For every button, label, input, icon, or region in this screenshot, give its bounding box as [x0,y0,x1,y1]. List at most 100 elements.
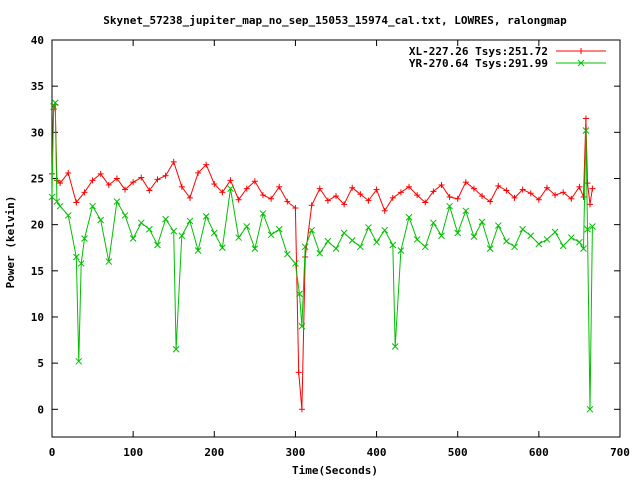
data-point-2 [519,225,526,233]
data-point-1 [580,193,587,200]
x-tick-label: 500 [448,446,468,459]
data-point-2 [51,99,59,107]
data-point-1 [552,192,559,199]
data-point-2 [413,236,421,243]
data-point-1 [535,196,542,203]
data-point-1 [170,158,177,165]
data-point-1 [211,181,218,188]
data-point-1 [203,161,210,168]
data-point-1 [138,174,145,181]
data-point-1 [65,169,72,176]
data-point-2 [292,260,299,267]
data-point-1 [97,170,104,177]
data-point-2 [251,245,259,253]
data-point-2 [494,222,502,229]
data-point-1 [406,183,413,190]
data-point-2 [340,229,348,237]
x-tick-label: 0 [49,446,56,459]
data-point-1 [89,177,96,184]
chart-title: Skynet_57238_jupiter_map_no_sep_15053_15… [103,14,567,27]
x-tick-label: 700 [610,446,630,459]
data-point-1 [186,194,193,201]
data-point-1 [284,198,291,205]
data-point-1 [162,172,169,179]
y-tick-label: 30 [31,126,44,139]
data-point-1 [105,181,112,188]
y-tick-label: 10 [31,311,44,324]
data-point-1 [113,175,120,182]
data-point-1 [527,190,534,197]
data-point-1 [446,193,453,200]
data-point-2 [275,225,283,233]
legend-marker-2 [577,59,585,67]
data-point-2 [389,241,397,249]
data-point-1 [154,176,161,183]
data-point-1 [349,184,356,191]
data-point-1 [470,185,477,192]
data-point-2 [397,247,405,254]
data-point-2 [77,260,85,267]
data-point-1 [251,178,258,185]
x-tick-label: 400 [367,446,387,459]
y-axis-label: Power (kelvin) [4,196,17,289]
data-point-2 [178,232,186,240]
data-point-1 [333,193,339,200]
data-point-2 [589,223,596,230]
data-point-2 [154,241,161,249]
data-point-2 [324,237,332,245]
data-point-1 [316,185,323,192]
data-point-2 [146,225,153,233]
data-point-2 [186,217,194,225]
legend-label-1: XL-227.26 Tsys:251.72 [409,45,548,58]
data-point-2 [121,212,129,219]
data-point-2 [235,234,242,241]
data-point-2 [586,405,594,413]
data-point-2 [559,242,567,250]
data-point-1 [503,187,510,194]
data-point-1 [235,196,242,203]
data-point-1 [543,184,550,191]
data-point-2 [438,232,445,240]
data-point-1 [365,197,372,204]
y-tick-label: 0 [37,403,44,416]
data-point-1 [122,186,129,193]
data-point-2 [486,245,494,253]
data-point-1 [219,189,226,196]
data-point-2 [210,229,218,237]
data-point-2 [56,202,64,210]
data-point-2 [162,215,169,223]
x-tick-label: 100 [123,446,143,459]
y-tick-label: 25 [31,172,44,185]
data-point-1 [243,185,250,192]
data-point-1 [227,177,234,184]
data-point-2 [421,243,429,251]
axes: 0 100 200 300 400 500 600 700 0 5 10 15 20 25 30 35 40 [31,34,630,459]
data-point-2 [511,243,518,251]
data-point-1 [454,195,461,202]
data-point-2 [53,198,61,205]
data-point-2 [301,243,309,251]
y-tick-label: 40 [31,34,44,47]
x-tick-label: 200 [204,446,224,459]
data-point-1 [589,185,596,192]
data-point-2 [97,216,105,224]
data-point-2 [373,238,380,246]
data-point-2 [462,207,470,215]
plot-frame [51,39,621,438]
data-point-1 [298,406,305,413]
data-point-1 [389,194,396,201]
data-point-1 [479,193,486,200]
data-point-1 [259,192,266,199]
data-point-2 [446,202,453,210]
data-point-1 [195,169,202,176]
data-point-2 [81,235,88,242]
data-point-1 [268,195,275,202]
data-point-2 [129,235,137,242]
data-point-1 [584,180,591,187]
data-point-1 [146,187,153,194]
data-point-2 [430,219,437,227]
legend-marker-1 [578,48,584,54]
data-point-2 [381,226,389,234]
data-point-1 [487,198,494,205]
data-point-2 [582,127,590,134]
